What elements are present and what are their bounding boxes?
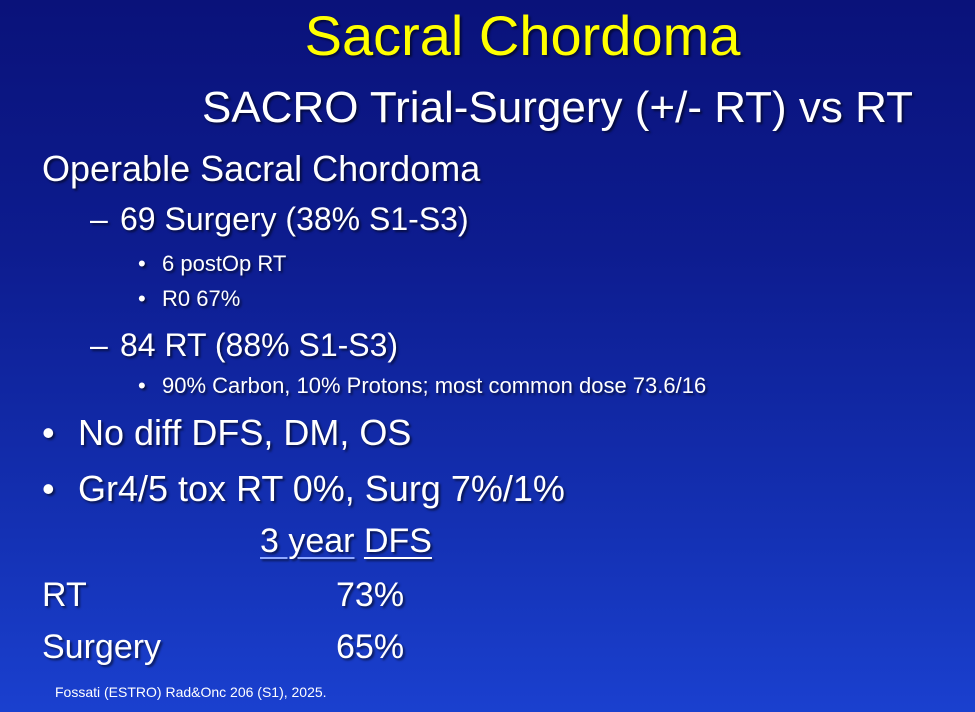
bullet-item-text: No diff DFS, DM, OS [78,412,412,453]
surgery-subitem-text: R0 67% [162,286,241,311]
rt-item-text: 84 RT (88% S1-S3) [120,327,399,363]
bullet-marker: • [138,251,146,276]
bullet-marker: • [138,286,146,311]
dfs-row-label: Surgery [42,628,162,666]
dfs-header-period: 3 year [260,522,355,560]
surgery-item-text: 69 Surgery (38% S1-S3) [120,201,469,237]
dash-marker: – [90,327,108,363]
dfs-table-header: 3 year DFS [260,520,432,562]
surgery-item: –69 Surgery (38% S1-S3) [90,200,469,238]
bullet-item: • No diff DFS, DM, OS [42,412,411,454]
dfs-row-value: 73% [336,576,405,614]
slide-title: Sacral Chordoma [304,4,741,67]
rt-item: –84 RT (88% S1-S3) [90,326,398,364]
surgery-subitem: • R0 67% [138,285,240,313]
section-heading: Operable Sacral Chordoma [42,148,481,189]
dfs-header-metric: DFS [363,522,432,560]
rt-subitem-text: 90% Carbon, 10% Protons; most common dos… [162,373,707,398]
rt-subitem: • 90% Carbon, 10% Protons; most common do… [138,372,706,400]
bullet-item: • Gr4/5 tox RT 0%, Surg 7%/1% [42,468,565,510]
bullet-item-text: Gr4/5 tox RT 0%, Surg 7%/1% [78,468,565,509]
dash-marker: – [90,201,108,237]
surgery-subitem: • 6 postOp RT [138,250,286,278]
bullet-marker: • [138,373,146,398]
slide-subtitle: SACRO Trial-Surgery (+/- RT) vs RT [201,83,914,132]
dfs-row-value: 65% [336,628,405,666]
bullet-marker: • [42,468,55,509]
bullet-marker: • [42,412,55,453]
dfs-row-label: RT [42,576,87,614]
citation: Fossati (ESTRO) Rad&Onc 206 (S1), 2025. [55,684,327,700]
surgery-subitem-text: 6 postOp RT [162,251,287,276]
